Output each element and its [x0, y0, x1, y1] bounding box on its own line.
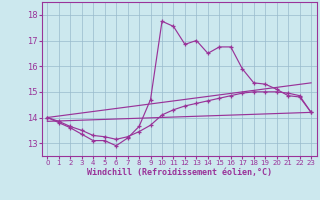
- X-axis label: Windchill (Refroidissement éolien,°C): Windchill (Refroidissement éolien,°C): [87, 168, 272, 177]
